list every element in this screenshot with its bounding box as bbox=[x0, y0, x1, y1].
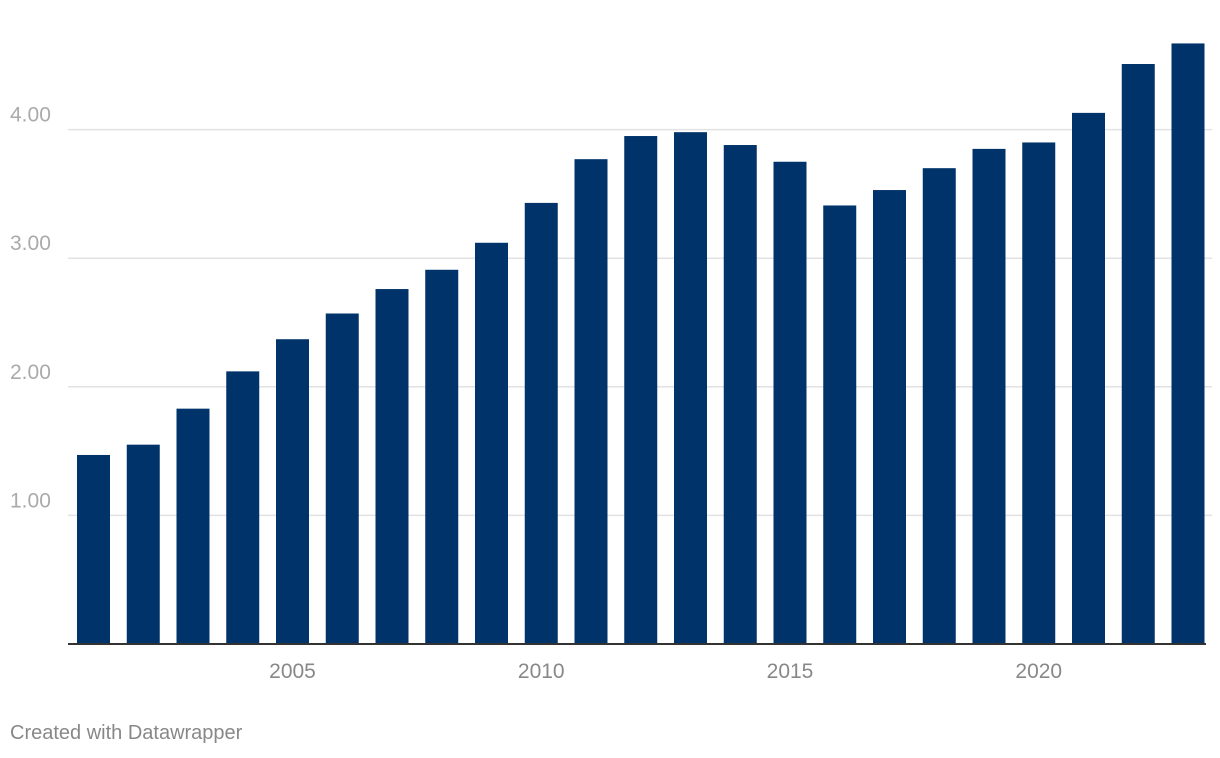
bar-2018 bbox=[922, 168, 956, 644]
bar-2011 bbox=[574, 159, 608, 644]
x-tick-label: 2005 bbox=[269, 660, 316, 683]
bar-2017 bbox=[873, 190, 906, 645]
bar-2006 bbox=[325, 313, 359, 644]
bar-2013 bbox=[674, 132, 707, 645]
x-tick-label: 2015 bbox=[767, 660, 814, 683]
bar-2008 bbox=[425, 269, 459, 644]
bar-2001 bbox=[77, 454, 110, 644]
bar-2004 bbox=[226, 371, 260, 644]
bar-2016 bbox=[823, 205, 857, 644]
bar-2020 bbox=[1022, 142, 1056, 644]
x-tick-label: 2010 bbox=[518, 660, 565, 683]
bar-2023 bbox=[1171, 43, 1205, 644]
bar-2015 bbox=[773, 161, 807, 644]
bar-2022 bbox=[1121, 64, 1155, 644]
bar-2002 bbox=[126, 444, 160, 644]
bar-2019 bbox=[972, 148, 1006, 644]
bar-2003 bbox=[176, 408, 210, 644]
y-tick-label: 3.00 bbox=[10, 232, 51, 255]
bar-2021 bbox=[1072, 112, 1105, 644]
bar-2005 bbox=[276, 339, 309, 644]
bar-chart: 1.00 2.00 3.00 4.00 2005 2010 2015 2020 bbox=[10, 43, 1212, 683]
x-axis-labels: 2005 2010 2015 2020 bbox=[269, 660, 1062, 683]
y-tick-label: 1.00 bbox=[10, 489, 51, 512]
x-tick-label: 2020 bbox=[1015, 660, 1062, 683]
y-tick-label: 2.00 bbox=[10, 361, 51, 384]
bar-2009 bbox=[475, 242, 508, 644]
y-axis-labels: 1.00 2.00 3.00 4.00 bbox=[10, 104, 51, 513]
bar-2010 bbox=[524, 202, 558, 644]
y-tick-label: 4.00 bbox=[10, 104, 51, 127]
bars bbox=[77, 43, 1205, 645]
bar-2014 bbox=[723, 145, 757, 644]
bar-2007 bbox=[375, 289, 409, 644]
credit-text: Created with Datawrapper bbox=[10, 722, 243, 744]
bar-2012 bbox=[624, 136, 658, 644]
